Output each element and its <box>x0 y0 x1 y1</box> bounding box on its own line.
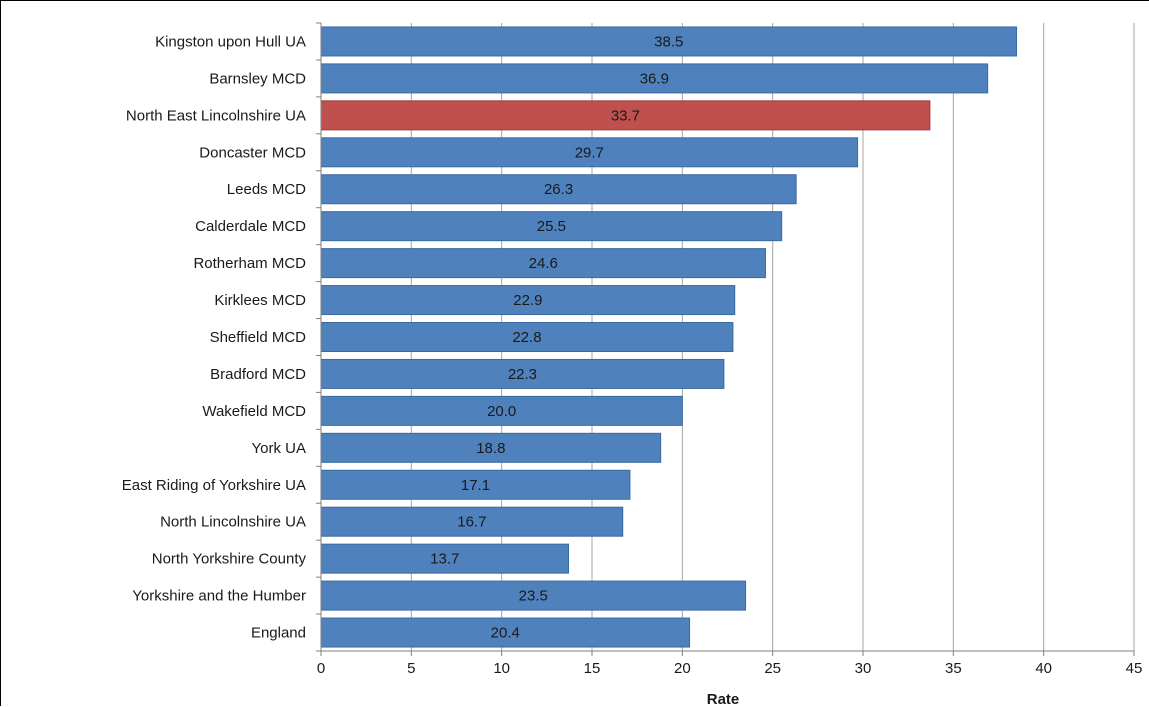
bar-value-label: 33.7 <box>611 107 640 124</box>
category-label: Doncaster MCD <box>199 144 306 161</box>
x-axis-title: Rate <box>707 691 740 707</box>
category-label: England <box>251 625 306 642</box>
bar <box>320 26 1018 57</box>
category-label: Calderdale MCD <box>195 218 306 235</box>
bar-value-label: 17.1 <box>461 477 490 494</box>
x-tick-label: 30 <box>855 660 872 677</box>
bar-value-label: 22.3 <box>508 366 537 383</box>
category-label: Kingston upon Hull UA <box>155 33 306 50</box>
bar <box>320 137 859 168</box>
x-tick-label: 25 <box>764 660 781 677</box>
category-label: North Yorkshire County <box>152 551 307 568</box>
bar <box>320 580 747 611</box>
bar-value-label: 18.8 <box>476 440 505 457</box>
category-label: Bradford MCD <box>210 366 306 383</box>
bar-value-label: 20.0 <box>487 403 516 420</box>
labels: 0 5 10 15 20 25 30 35 40 45 38.5 Kingston upon Hull… <box>122 33 1143 677</box>
x-tick-label: 40 <box>1035 660 1052 677</box>
x-tick-label: 0 <box>317 660 325 677</box>
x-tick-label: 15 <box>584 660 601 677</box>
bar <box>320 506 624 537</box>
category-label: North East Lincolnshire UA <box>126 107 306 124</box>
bars <box>320 26 1018 648</box>
bar-value-label: 36.9 <box>640 70 669 87</box>
x-tick-label: 35 <box>945 660 962 677</box>
bar-value-label: 24.6 <box>529 255 558 272</box>
bar-value-label: 29.7 <box>575 144 604 161</box>
category-label: Barnsley MCD <box>209 70 306 87</box>
category-label: Kirklees MCD <box>214 292 306 309</box>
bar-value-label: 25.5 <box>537 218 566 235</box>
bar-value-label: 20.4 <box>491 625 520 642</box>
category-label: Rotherham MCD <box>193 255 306 272</box>
bar-value-label: 22.8 <box>512 329 541 346</box>
bar-value-label: 26.3 <box>544 181 573 198</box>
bar-highlighted <box>320 100 931 131</box>
bar <box>320 617 691 648</box>
category-label: East Riding of Yorkshire UA <box>122 477 306 494</box>
category-label: Sheffield MCD <box>210 329 307 346</box>
x-tick-label: 10 <box>493 660 510 677</box>
x-tick-label: 5 <box>407 660 415 677</box>
category-label: North Lincolnshire UA <box>160 514 306 531</box>
bar <box>320 395 683 426</box>
bar-value-label: 38.5 <box>654 33 683 50</box>
bar <box>320 543 570 574</box>
x-tick-label: 45 <box>1126 660 1143 677</box>
axes <box>316 22 1135 656</box>
bar-value-label: 16.7 <box>457 514 486 531</box>
bar-value-label: 23.5 <box>519 588 548 605</box>
bar-value-label: 22.9 <box>513 292 542 309</box>
category-label: Wakefield MCD <box>202 403 306 420</box>
bar <box>320 432 662 463</box>
category-label: Yorkshire and the Humber <box>132 588 306 605</box>
bar-value-label: 13.7 <box>430 551 459 568</box>
bar <box>320 174 797 205</box>
category-label: York UA <box>252 440 306 457</box>
category-label: Leeds MCD <box>227 181 306 198</box>
x-tick-label: 20 <box>674 660 691 677</box>
bar <box>320 211 783 242</box>
bar <box>320 285 736 316</box>
bar <box>320 358 725 389</box>
bar <box>320 248 766 279</box>
